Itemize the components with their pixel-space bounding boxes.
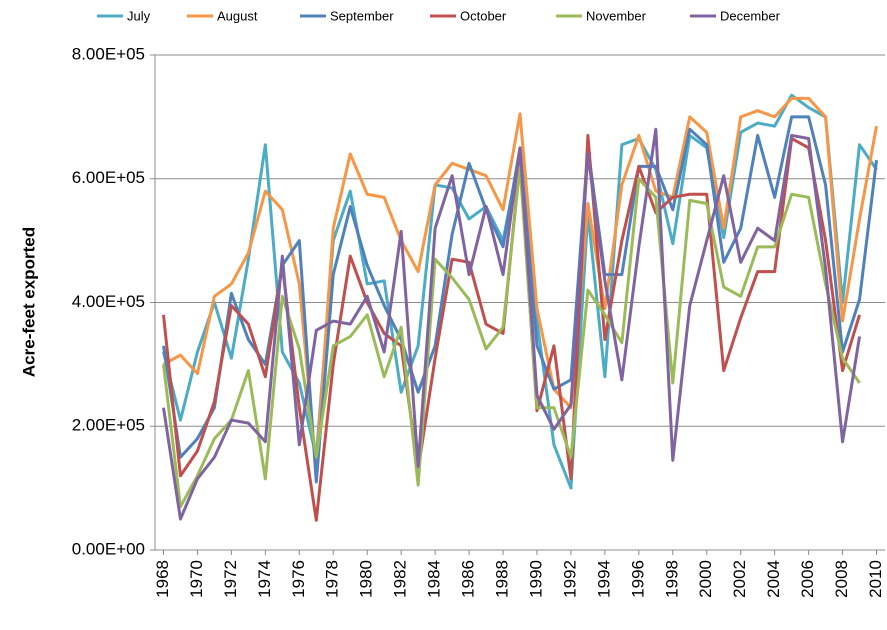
x-tick-label: 1984 (425, 560, 444, 598)
legend-label: August (217, 8, 258, 23)
x-tick-label: 1996 (628, 560, 647, 598)
legend-label: October (460, 8, 507, 23)
x-tick-label: 1986 (459, 560, 478, 598)
legend-label: December (720, 8, 781, 23)
x-tick-label: 1970 (187, 560, 206, 598)
x-tick-label: 1980 (357, 560, 376, 598)
y-tick-label: 8.00E+05 (72, 44, 145, 63)
x-tick-label: 1978 (323, 560, 342, 598)
series-line (162, 127, 862, 521)
y-tick-label: 4.00E+05 (72, 292, 145, 311)
x-tick-label: 1992 (560, 560, 579, 598)
y-tick-label: 6.00E+05 (72, 168, 145, 187)
x-tick-label: 1968 (153, 560, 172, 598)
x-tick-label: 1982 (391, 560, 410, 598)
legend-label: November (586, 8, 647, 23)
y-tick-label: 0.00E+00 (72, 539, 145, 558)
x-tick-label: 1972 (221, 560, 240, 598)
x-tick-label: 1974 (255, 560, 274, 598)
x-tick-label: 1998 (662, 560, 681, 598)
series-line (161, 164, 861, 509)
legend-label: September (330, 8, 394, 23)
x-tick-label: 2004 (764, 560, 783, 598)
x-tick-label: 1994 (594, 560, 613, 598)
x-tick-label: 2002 (730, 560, 749, 598)
x-tick-label: 2008 (832, 560, 851, 598)
series-line (162, 96, 878, 472)
y-tick-label: 2.00E+05 (72, 416, 145, 435)
x-tick-label: 1976 (289, 560, 308, 598)
x-tick-label: 1988 (493, 560, 512, 598)
legend-label: July (127, 8, 151, 23)
x-tick-label: 2000 (696, 560, 715, 598)
x-tick-label: 2006 (798, 560, 817, 598)
y-axis-label: Acre-feet exported (19, 227, 38, 377)
x-tick-label: 1990 (526, 560, 545, 598)
x-tick-label: 2010 (866, 560, 885, 598)
